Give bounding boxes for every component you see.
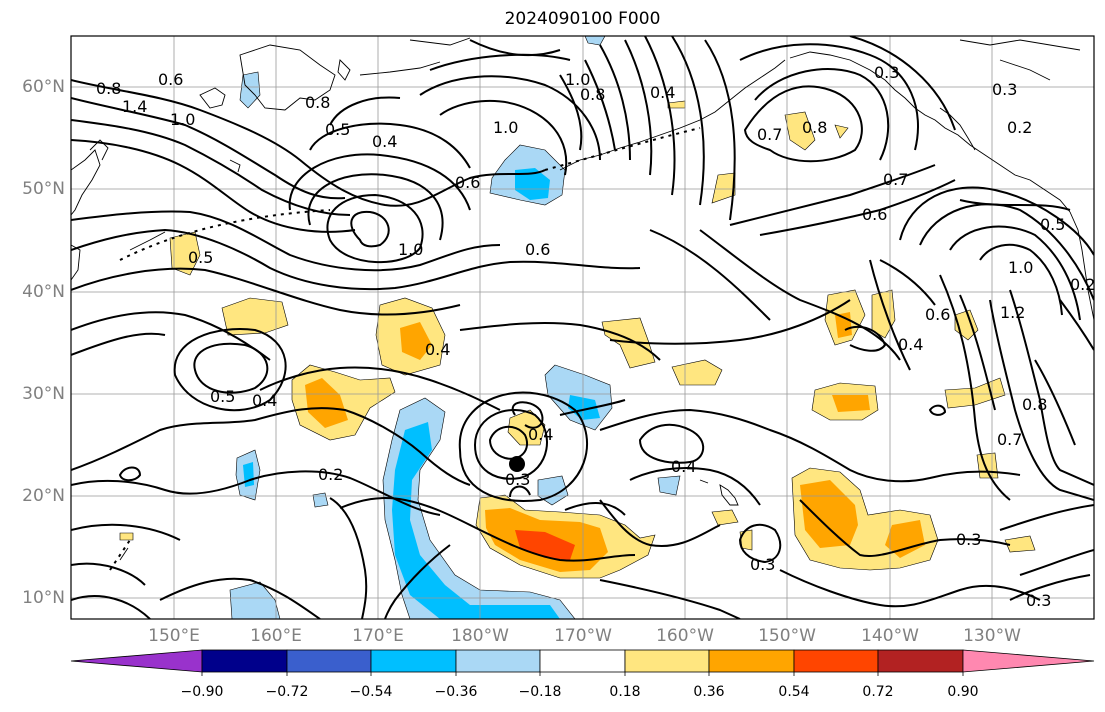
colorbar-tick-label: 0.18 xyxy=(609,684,641,700)
colorbar-tick-label: −0.18 xyxy=(518,684,562,700)
contour-lines xyxy=(71,36,1094,619)
colorbar-tick-label: 0.54 xyxy=(778,684,810,700)
storm-center-marker xyxy=(509,456,525,472)
lat-label: 40°N xyxy=(22,282,65,302)
lon-label: 130°W xyxy=(963,626,1021,646)
map-frame xyxy=(70,35,1095,620)
colorbar-segment xyxy=(877,649,964,673)
colorbar-segment xyxy=(539,649,626,673)
contour-label: 1.0 xyxy=(565,70,590,89)
contour-label: 0.4 xyxy=(650,83,675,102)
colorbar-tick-label: −0.36 xyxy=(434,684,478,700)
lat-label: 20°N xyxy=(22,486,65,506)
contour-label: 0.4 xyxy=(898,335,923,354)
colorbar-segment xyxy=(624,649,710,673)
colorbar-segment xyxy=(370,649,457,673)
contour-label: 0.8 xyxy=(305,93,330,112)
colorbar xyxy=(70,649,1095,676)
coastlines xyxy=(71,37,1094,561)
contour-label: 0.7 xyxy=(997,430,1022,449)
lon-label: 180°W xyxy=(451,626,509,646)
lon-label: 170°W xyxy=(554,626,612,646)
lat-label: 50°N xyxy=(22,179,65,199)
contour-label: 0.3 xyxy=(505,470,530,489)
contour-label: 0.2 xyxy=(1070,275,1095,294)
colorbar-tick-label: 0.72 xyxy=(862,684,894,700)
contour-label: 0.2 xyxy=(318,465,343,484)
lat-label: 30°N xyxy=(22,384,65,404)
contour-label: 1.0 xyxy=(493,118,518,137)
colorbar-max-extend xyxy=(962,649,1095,673)
contour-label: 0.5 xyxy=(210,387,235,406)
colorbar-tick-label: 0.36 xyxy=(693,684,725,700)
colorbar-tick-label: −0.90 xyxy=(180,684,224,700)
lon-label: 160°W xyxy=(656,626,714,646)
colorbar-segment xyxy=(455,649,541,673)
lon-label: 160°E xyxy=(250,626,302,646)
contour-label: 0.6 xyxy=(525,240,550,259)
colorbar-tick-label: −0.72 xyxy=(265,684,309,700)
colorbar-segment xyxy=(708,649,795,673)
colorbar-segment xyxy=(286,649,372,673)
lon-label: 140°W xyxy=(861,626,919,646)
contour-label: 0.3 xyxy=(992,80,1017,99)
contour-label: 1.4 xyxy=(122,97,147,116)
map-title: 2024090100 F000 xyxy=(504,9,661,29)
contour-label: 0.5 xyxy=(1040,215,1065,234)
contour-label: 0.8 xyxy=(96,79,121,98)
contour-label-group: 0.8 0.6 1.4 1.0 0.8 0.5 0.4 1.0 0.6 1.0 … xyxy=(96,63,1095,610)
lat-label: 10°N xyxy=(22,588,65,608)
contour-label: 1.0 xyxy=(1008,258,1033,277)
contour-label: 0.3 xyxy=(750,555,775,574)
contour-label: 0.3 xyxy=(1026,591,1051,610)
contour-label: 0.8 xyxy=(802,118,827,137)
lat-label: 60°N xyxy=(22,77,65,97)
contour-label: 0.6 xyxy=(925,305,950,324)
contour-label: 0.2 xyxy=(1007,118,1032,137)
contour-label: 0.3 xyxy=(874,63,899,82)
contour-label: 0.4 xyxy=(671,457,696,476)
contour-label: 0.7 xyxy=(757,125,782,144)
colorbar-tick-label: 0.90 xyxy=(947,684,979,700)
contour-label: 0.6 xyxy=(158,70,183,89)
contour-label: 1.2 xyxy=(1000,303,1025,322)
contour-label: 0.6 xyxy=(862,205,887,224)
contour-label: 1.0 xyxy=(170,110,195,129)
contour-label: 0.7 xyxy=(883,170,908,189)
contour-label: 0.3 xyxy=(956,530,981,549)
contour-label: 0.4 xyxy=(372,132,397,151)
colorbar-tick-label: −0.54 xyxy=(349,684,393,700)
graticule xyxy=(71,36,1094,619)
colorbar-segment xyxy=(793,649,879,673)
contour-label: 0.6 xyxy=(455,173,480,192)
contour-label: 0.4 xyxy=(252,391,277,410)
contour-label: 0.5 xyxy=(188,248,213,267)
colorbar-segment xyxy=(201,649,288,673)
contour-label: 0.5 xyxy=(325,120,350,139)
contour-label: 0.4 xyxy=(425,340,450,359)
lon-label: 150°E xyxy=(148,626,200,646)
storm-track xyxy=(109,127,701,571)
lon-label: 150°W xyxy=(758,626,816,646)
map-area: 0.8 0.6 1.4 1.0 0.8 0.5 0.4 1.0 0.6 1.0 … xyxy=(71,36,1095,619)
lon-label: 170°E xyxy=(352,626,404,646)
contour-label: 0.8 xyxy=(580,85,605,104)
colorbar-min-extend xyxy=(70,649,203,673)
contour-label: 0.8 xyxy=(1022,395,1047,414)
contour-label: 1.0 xyxy=(398,240,423,259)
contour-label: 0.4 xyxy=(528,425,553,444)
